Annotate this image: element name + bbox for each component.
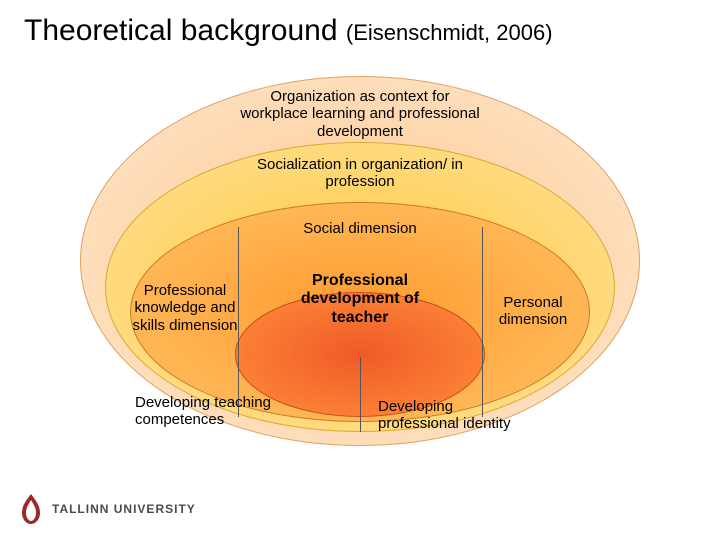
label-dev-identity: Developing professional identity [378, 398, 578, 433]
divider-mid [360, 357, 361, 432]
logo: TALLINN UNIVERSITY [18, 492, 196, 526]
label-prof-knowledge: Professional knowledge and skills dimens… [110, 282, 260, 334]
logo-icon [18, 492, 44, 526]
label-personal-dim: Personal dimension [468, 294, 598, 329]
slide-title: Theoretical background (Eisenschmidt, 20… [24, 14, 553, 48]
logo-text: TALLINN UNIVERSITY [52, 502, 196, 516]
label-org-context: Organization as context for workplace le… [200, 88, 520, 140]
label-prof-dev: Professional development of teacher [270, 272, 450, 327]
title-citation: (Eisenschmidt, 2006) [346, 20, 553, 45]
label-dev-teaching: Developing teaching competences [135, 394, 335, 429]
diagram-stage: Organization as context for workplace le… [0, 72, 720, 532]
title-main: Theoretical background [24, 14, 338, 47]
label-social-dim: Social dimension [260, 220, 460, 237]
label-socialization: Socialization in organization/ in profes… [220, 156, 500, 191]
